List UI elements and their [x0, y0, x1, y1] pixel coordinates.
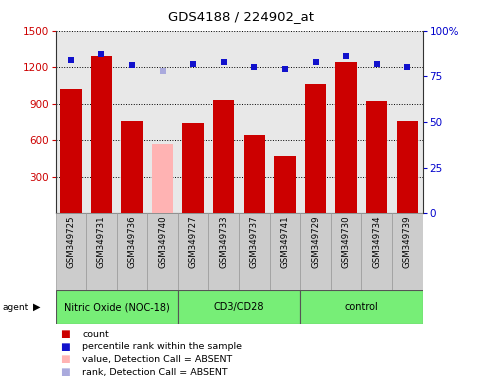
Point — [373, 61, 381, 67]
Bar — [300, 213, 331, 290]
Text: GSM349740: GSM349740 — [158, 215, 167, 268]
Text: ■: ■ — [60, 367, 70, 377]
Text: GSM349733: GSM349733 — [219, 215, 228, 268]
Point — [98, 51, 105, 58]
Bar — [244, 135, 265, 213]
Point — [312, 59, 319, 65]
Point — [67, 57, 75, 63]
Point — [159, 68, 167, 74]
Text: percentile rank within the sample: percentile rank within the sample — [82, 342, 242, 351]
Bar — [305, 84, 327, 213]
Text: GSM349739: GSM349739 — [403, 215, 412, 268]
Text: GSM349725: GSM349725 — [66, 215, 75, 268]
Bar — [270, 213, 300, 290]
Point — [281, 66, 289, 72]
Point — [189, 61, 197, 67]
Bar — [274, 156, 296, 213]
Text: GSM349736: GSM349736 — [128, 215, 137, 268]
Bar — [213, 100, 235, 213]
Bar — [361, 213, 392, 290]
Bar — [178, 213, 209, 290]
Text: GSM349731: GSM349731 — [97, 215, 106, 268]
Point — [342, 53, 350, 59]
Text: ■: ■ — [60, 354, 70, 364]
Text: value, Detection Call = ABSENT: value, Detection Call = ABSENT — [82, 355, 232, 364]
Bar — [147, 213, 178, 290]
Text: ■: ■ — [60, 329, 70, 339]
Text: ▶: ▶ — [33, 302, 41, 312]
Bar — [60, 89, 82, 213]
Bar — [392, 213, 423, 290]
Text: GSM349729: GSM349729 — [311, 215, 320, 268]
Bar — [331, 213, 361, 290]
Text: agent: agent — [2, 303, 28, 312]
Bar — [300, 290, 423, 324]
Bar — [56, 213, 86, 290]
Text: GSM349727: GSM349727 — [189, 215, 198, 268]
Bar — [335, 62, 357, 213]
Bar — [183, 123, 204, 213]
Bar — [117, 213, 147, 290]
Bar — [366, 101, 387, 213]
Bar — [239, 213, 270, 290]
Text: CD3/CD28: CD3/CD28 — [214, 302, 264, 312]
Point — [251, 64, 258, 70]
Point — [128, 62, 136, 68]
Bar — [209, 213, 239, 290]
Point — [220, 59, 227, 65]
Bar — [56, 290, 178, 324]
Text: GSM349737: GSM349737 — [250, 215, 259, 268]
Bar — [121, 121, 143, 213]
Text: rank, Detection Call = ABSENT: rank, Detection Call = ABSENT — [82, 367, 228, 377]
Bar — [91, 56, 112, 213]
Text: control: control — [344, 302, 378, 312]
Bar — [178, 290, 300, 324]
Text: count: count — [82, 329, 109, 339]
Bar — [397, 121, 418, 213]
Bar — [86, 213, 117, 290]
Text: GSM349741: GSM349741 — [281, 215, 289, 268]
Point — [403, 64, 411, 70]
Text: Nitric Oxide (NOC-18): Nitric Oxide (NOC-18) — [64, 302, 170, 312]
Text: ■: ■ — [60, 342, 70, 352]
Text: GSM349730: GSM349730 — [341, 215, 351, 268]
Bar — [152, 144, 173, 213]
Text: GSM349734: GSM349734 — [372, 215, 381, 268]
Text: GDS4188 / 224902_at: GDS4188 / 224902_at — [169, 10, 314, 23]
